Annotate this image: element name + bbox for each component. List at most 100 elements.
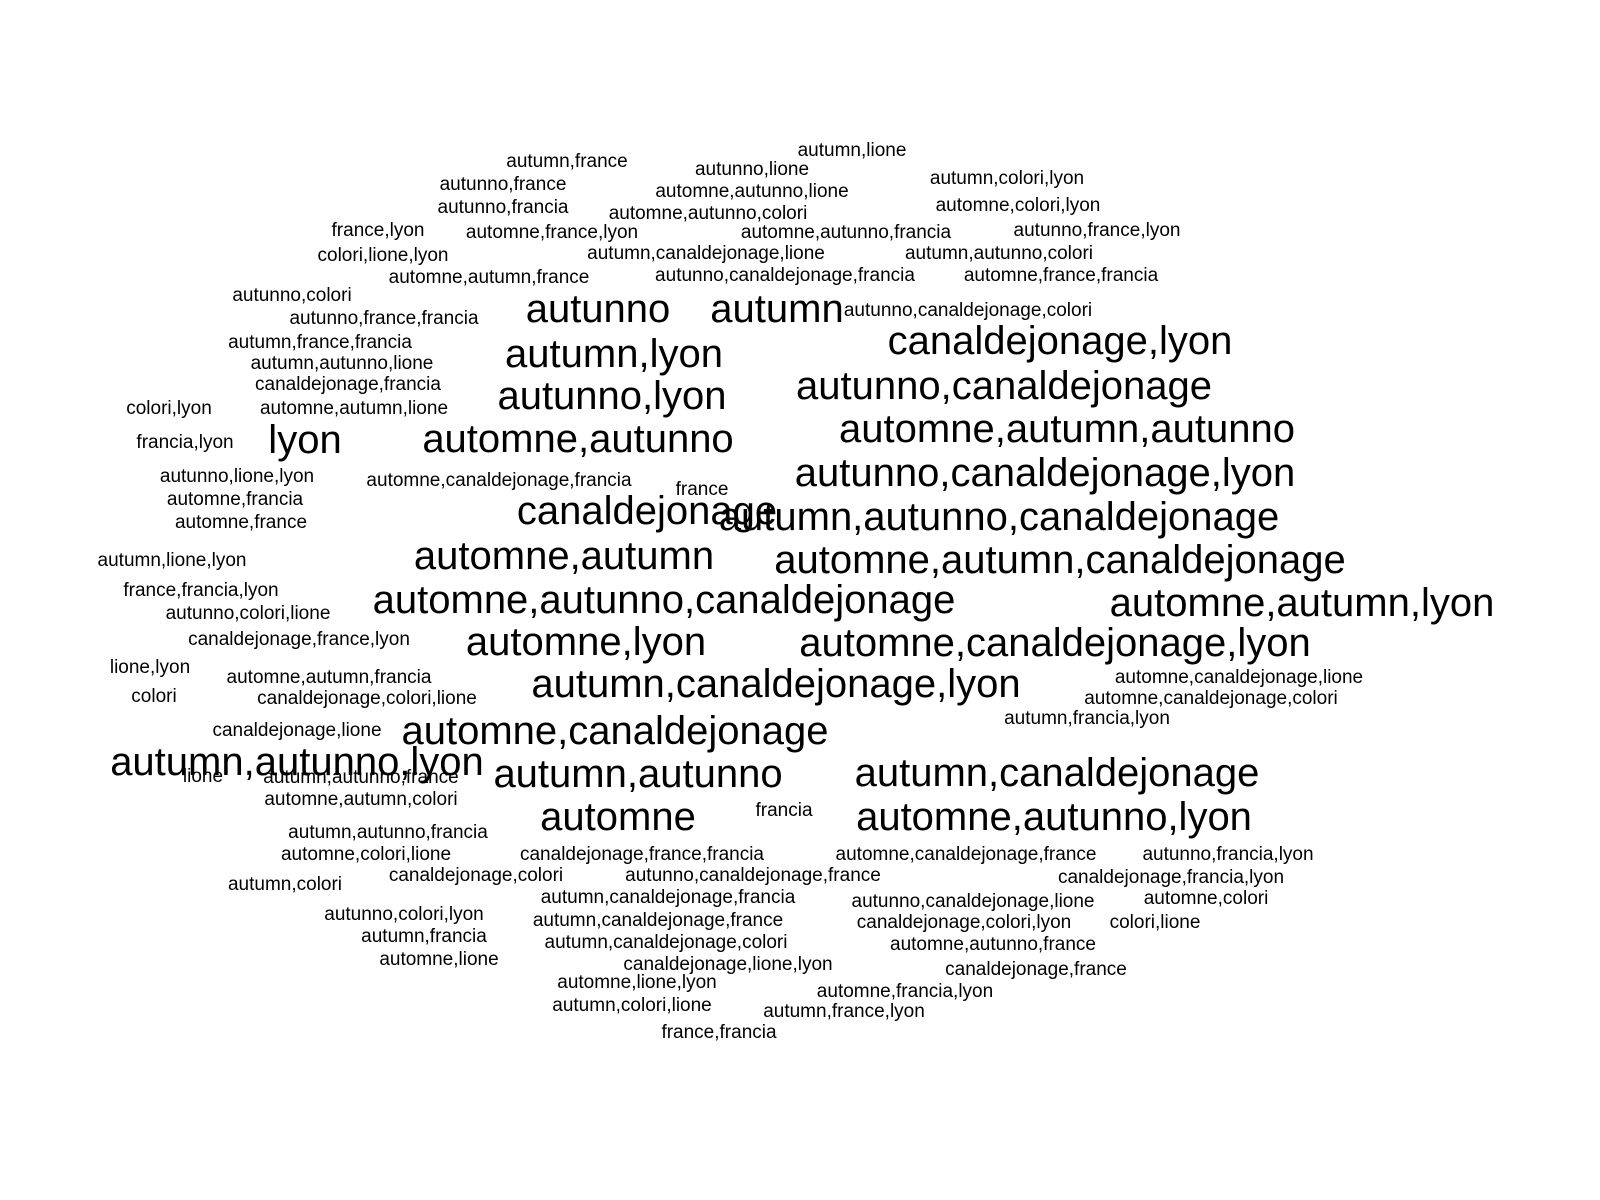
cloud-word: canaldejonage,colori (388, 865, 564, 886)
cloud-word: autunno,canaldejonage (796, 364, 1212, 408)
cloud-word: autumn,autunno,lyon (110, 740, 484, 784)
cloud-word: automne,canaldejonage,lione (1114, 667, 1364, 688)
cloud-word: autumn,colori (227, 874, 343, 895)
cloud-word: autumn,canaldejonage,lyon (531, 662, 1021, 706)
cloud-word: autumn,autunno,francia (288, 822, 488, 843)
cloud-word: autumn,france,francia (228, 332, 412, 353)
cloud-word: autunno,france (439, 174, 567, 195)
cloud-word: autumn,autunno,france (263, 767, 459, 788)
cloud-word: lione,lyon (109, 657, 191, 678)
cloud-word: colori (131, 686, 177, 707)
cloud-word: autumn,autunno,colori (904, 243, 1094, 264)
cloud-word: canaldejonage,france (945, 959, 1127, 980)
cloud-word: automne,france,francia (963, 265, 1159, 286)
cloud-word: autumn,autunno,lione (250, 353, 434, 374)
cloud-word: automne,canaldejonage,francia (366, 470, 632, 491)
cloud-word: automne,lyon (465, 620, 707, 664)
cloud-word: autumn,canaldejonage (854, 751, 1260, 795)
cloud-word: autumn,autunno,canaldejonage (718, 495, 1280, 539)
cloud-word: automne,canaldejonage,colori (1084, 688, 1338, 709)
cloud-word: autunno,francia (437, 197, 569, 218)
cloud-word: autumn,canaldejonage,lione (587, 243, 825, 264)
cloud-word: automne,francia,lyon (816, 981, 994, 1002)
cloud-word: autumn,canaldejonage,france (532, 910, 784, 931)
cloud-word: autunno,lyon (497, 374, 727, 418)
cloud-word: lione (182, 766, 224, 787)
cloud-word: autumn,lione,lyon (97, 550, 247, 571)
cloud-word: autumn,canaldejonage,colori (544, 932, 788, 953)
cloud-word: automne,autumn,colori (264, 789, 458, 810)
cloud-word: automne,france (174, 512, 308, 533)
cloud-word: automne,canaldejonage,lyon (799, 621, 1311, 665)
cloud-word: francia,lyon (136, 432, 234, 453)
cloud-word: autumn (710, 287, 844, 331)
cloud-word: automne (540, 795, 696, 839)
cloud-word: automne,lione,lyon (557, 972, 717, 993)
cloud-word: autunno,canaldejonage,colori (843, 300, 1093, 321)
cloud-word: automne,canaldejonage (401, 709, 829, 753)
cloud-word: autunno,lione,lyon (159, 466, 315, 487)
cloud-word: automne,autunno,francia (740, 222, 952, 243)
cloud-word: france,lyon (331, 220, 425, 241)
cloud-word: automne,autunno (422, 417, 734, 461)
cloud-word: automne,autumn (413, 534, 715, 578)
cloud-word: automne,autumn,france (388, 267, 590, 288)
cloud-word: canaldejonage,lione,lyon (623, 954, 833, 975)
cloud-word: autunno,france,francia (289, 308, 479, 329)
cloud-word: canaldejonage,lyon (887, 319, 1233, 363)
cloud-word: autumn,autunno (493, 752, 783, 796)
cloud-word: autumn,france (506, 151, 628, 172)
cloud-word: autunno,lione (694, 159, 810, 180)
cloud-word: automne,colori,lione (280, 844, 452, 865)
cloud-word: autumn,lyon (505, 332, 723, 376)
cloud-word: automne,autunno,lyon (856, 795, 1252, 839)
cloud-word: autumn,colori,lione (552, 995, 712, 1016)
cloud-word: colori,lyon (126, 398, 212, 419)
cloud-word: lyon (268, 418, 342, 462)
cloud-word: canaldejonage (516, 489, 778, 533)
cloud-word: canaldejonage,lione (212, 720, 382, 741)
cloud-word: autunno,francia,lyon (1142, 844, 1314, 865)
cloud-word: automne,autumn,lione (259, 398, 449, 419)
cloud-word: automne,autunno,canaldejonage (372, 578, 956, 622)
cloud-word: autunno,colori,lyon (324, 904, 484, 925)
cloud-word: autunno,colori,lione (165, 603, 331, 624)
cloud-word: autunno (525, 287, 671, 331)
cloud-word: automne,autumn,autunno (839, 407, 1295, 451)
cloud-word: autunno,canaldejonage,lyon (794, 451, 1296, 495)
cloud-word: autumn,colori,lyon (929, 168, 1085, 189)
cloud-word: autumn,lione (797, 140, 907, 161)
cloud-word: automne,colori (1143, 888, 1269, 909)
cloud-word: automne,autunno,lione (655, 181, 849, 202)
cloud-word: canaldejonage,france,francia (519, 844, 765, 865)
cloud-word: france,francia,lyon (123, 580, 279, 601)
cloud-word: colori,lione (1109, 912, 1201, 933)
cloud-word: autumn,francia,lyon (1004, 708, 1170, 729)
cloud-word: colori,lione,lyon (317, 245, 449, 266)
cloud-word: francia (755, 800, 813, 821)
cloud-word: automne,autumn,francia (226, 667, 432, 688)
cloud-word: automne,autumn,lyon (1109, 581, 1495, 625)
cloud-word: autumn,canaldejonage,francia (540, 887, 796, 908)
cloud-word: automne,autunno,colori (608, 203, 808, 224)
cloud-word: automne,francia (166, 489, 304, 510)
cloud-word: canaldejonage,colori,lyon (856, 912, 1072, 933)
cloud-word: france (675, 479, 729, 500)
cloud-word: autunno,canaldejonage,lione (851, 891, 1095, 912)
cloud-word: automne,autumn,canaldejonage (774, 538, 1346, 582)
cloud-word: automne,colori,lyon (935, 195, 1101, 216)
cloud-word: autumn,francia (361, 926, 487, 947)
cloud-word: france,francia (661, 1022, 777, 1043)
cloud-word: canaldejonage,france,lyon (188, 629, 410, 650)
cloud-word: canaldejonage,francia,lyon (1057, 867, 1285, 888)
cloud-word: canaldejonage,colori,lione (257, 688, 477, 709)
cloud-word: autunno,canaldejonage,francia (655, 265, 915, 286)
cloud-word: automne,canaldejonage,france (835, 844, 1097, 865)
cloud-word: autunno,canaldejonage,france (625, 865, 881, 886)
cloud-word: autunno,colori (232, 285, 352, 306)
cloud-word: automne,lione (379, 949, 499, 970)
cloud-word: autumn,france,lyon (763, 1001, 925, 1022)
cloud-word: autunno,france,lyon (1013, 220, 1181, 241)
cloud-word: automne,autunno,france (890, 934, 1096, 955)
